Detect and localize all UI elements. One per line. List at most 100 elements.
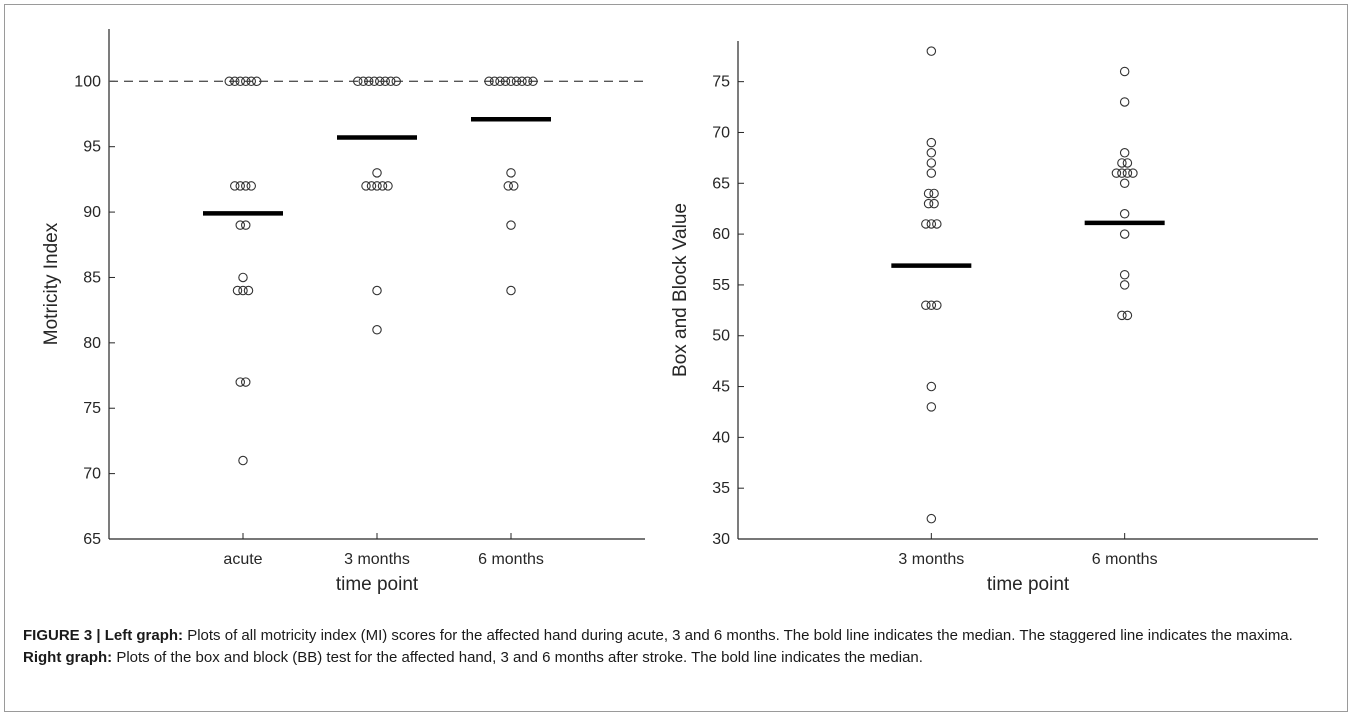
mi-x-tick-label: 6 months xyxy=(478,551,544,568)
mi-data-point xyxy=(517,76,527,87)
mi-data-point xyxy=(383,181,393,191)
bb-data-point xyxy=(1117,168,1127,178)
mi-data-point xyxy=(246,181,257,191)
mi-y-tick-label: 70 xyxy=(83,466,101,483)
figure-canvas: 65 70 75 80 85 90 95 100 acute 3 months 6 months ti… xyxy=(41,29,1318,595)
mi-y-axis-title: Motricity Index xyxy=(41,222,62,345)
bb-x-tick-label: 6 months xyxy=(1092,551,1158,568)
figure-caption: FIGURE 3 | Left graph: Plots of all motr… xyxy=(23,625,1333,669)
bb-data-point xyxy=(1119,280,1130,290)
mi-y-tick-label: 75 xyxy=(83,400,101,417)
bb-data-point xyxy=(926,158,937,168)
bb-data-point xyxy=(926,300,937,310)
bb-y-tick-label: 65 xyxy=(712,175,730,192)
mi-data-point xyxy=(528,76,538,87)
mi-data-point xyxy=(241,181,251,191)
mi-data-point xyxy=(358,76,368,87)
mi-data-point xyxy=(252,76,262,87)
mi-data-point xyxy=(495,76,505,87)
mi-y-tick-label: 90 xyxy=(83,204,101,221)
mi-data-point xyxy=(506,285,516,296)
mi-data-point xyxy=(361,181,371,191)
bb-data-point xyxy=(1119,270,1130,280)
mi-y-tick-label: 95 xyxy=(83,139,101,156)
bb-data-point xyxy=(926,513,937,524)
bb-data-point xyxy=(1111,168,1122,178)
mi-data-point xyxy=(235,76,246,87)
mi-data-point xyxy=(372,168,382,178)
mi-data-point xyxy=(352,76,363,87)
bb-data-point xyxy=(926,402,937,412)
mi-data-point xyxy=(385,76,396,87)
mi-data-point xyxy=(506,76,516,87)
bb-data-point xyxy=(932,219,942,229)
mi-data-point xyxy=(243,285,254,296)
bb-data-point xyxy=(926,148,937,158)
bb-y-tick-label: 35 xyxy=(712,480,730,497)
bb-data-point xyxy=(926,381,937,392)
bb-data-point xyxy=(1117,310,1127,321)
figure-frame: 65 70 75 80 85 90 95 100 acute 3 months 6 months ti… xyxy=(4,4,1348,712)
bb-x-axis-title: time point xyxy=(987,574,1070,595)
caption-left-label: Left graph: xyxy=(104,627,184,644)
mi-x-axis-title: time point xyxy=(336,574,419,595)
mi-data-point xyxy=(230,76,240,87)
bb-data-point xyxy=(923,198,934,209)
mi-data-point xyxy=(506,168,516,178)
mi-data-point xyxy=(235,377,246,387)
caption-figure-label: FIGURE 3 | xyxy=(23,627,105,644)
mi-data-point xyxy=(238,285,248,296)
bb-data-point xyxy=(1117,158,1127,168)
bb-data-point xyxy=(926,46,937,56)
bb-data-point xyxy=(929,188,939,199)
bb-y-axis-title: Box and Block Value xyxy=(670,203,691,377)
mi-y-tick-label: 80 xyxy=(83,335,101,352)
bb-x-tick-label: 3 months xyxy=(898,551,964,568)
bb-y-tick-label: 40 xyxy=(712,429,730,446)
left-chart-motricity-index: 65 70 75 80 85 90 95 100 acute 3 months 6 months ti… xyxy=(41,29,645,595)
mi-data-point xyxy=(224,76,235,87)
bb-data-point xyxy=(1119,97,1130,107)
mi-data-point xyxy=(484,76,494,87)
mi-x-tick-label: 3 months xyxy=(344,551,410,568)
bb-data-point xyxy=(921,300,931,310)
bb-data-point xyxy=(1119,209,1130,219)
mi-data-point xyxy=(369,76,379,87)
bb-data-point xyxy=(932,300,942,310)
mi-x-tick-label: acute xyxy=(223,551,262,568)
mi-data-point xyxy=(241,220,251,230)
bb-data-point xyxy=(1119,229,1130,239)
caption-right-text: Plots of the box and block (BB) test for… xyxy=(112,649,923,666)
mi-y-tick-label: 100 xyxy=(74,73,101,90)
mi-data-point xyxy=(374,76,385,87)
mi-y-tick-label: 85 xyxy=(83,269,101,286)
mi-data-point xyxy=(372,325,382,335)
bb-data-point xyxy=(921,219,931,229)
mi-data-point xyxy=(508,181,519,191)
bb-data-point xyxy=(1119,178,1130,189)
bb-data-point xyxy=(926,137,937,148)
mi-data-point xyxy=(372,181,382,191)
right-chart-box-and-block: 30 35 40 45 50 55 60 65 70 75 3 months 6 months time… xyxy=(670,41,1318,595)
bb-data-point xyxy=(1122,158,1133,168)
mi-data-point xyxy=(366,181,377,191)
mi-data-point xyxy=(506,220,516,230)
bb-data-point xyxy=(1128,168,1138,178)
bb-y-tick-label: 75 xyxy=(712,74,730,91)
bb-data-point xyxy=(923,188,934,199)
bb-y-tick-label: 60 xyxy=(712,226,730,243)
bb-y-tick-label: 70 xyxy=(712,124,730,141)
mi-data-point xyxy=(380,76,390,87)
bb-y-tick-label: 55 xyxy=(712,277,730,294)
bb-data-point xyxy=(926,219,937,229)
mi-data-point xyxy=(246,76,257,87)
bb-data-point xyxy=(1119,148,1130,158)
caption-left-text: Plots of all motricity index (MI) scores… xyxy=(183,627,1293,644)
mi-data-point xyxy=(511,76,522,87)
mi-data-point xyxy=(377,181,388,191)
bb-data-point xyxy=(926,168,937,178)
bb-y-tick-label: 45 xyxy=(712,379,730,396)
mi-y-tick-label: 65 xyxy=(83,531,101,548)
bb-data-point xyxy=(929,198,939,209)
mi-data-point xyxy=(235,220,246,230)
